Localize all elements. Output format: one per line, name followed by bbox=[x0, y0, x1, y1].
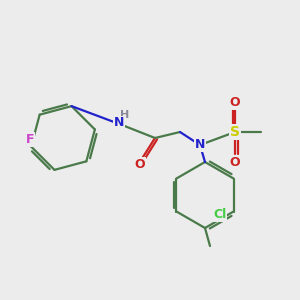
Text: F: F bbox=[26, 133, 34, 146]
Text: O: O bbox=[230, 95, 240, 109]
Text: O: O bbox=[135, 158, 145, 170]
Text: S: S bbox=[230, 125, 240, 139]
Text: Cl: Cl bbox=[213, 208, 226, 221]
Text: H: H bbox=[120, 110, 130, 120]
Text: N: N bbox=[114, 116, 124, 130]
Text: O: O bbox=[230, 155, 240, 169]
Text: N: N bbox=[195, 137, 205, 151]
